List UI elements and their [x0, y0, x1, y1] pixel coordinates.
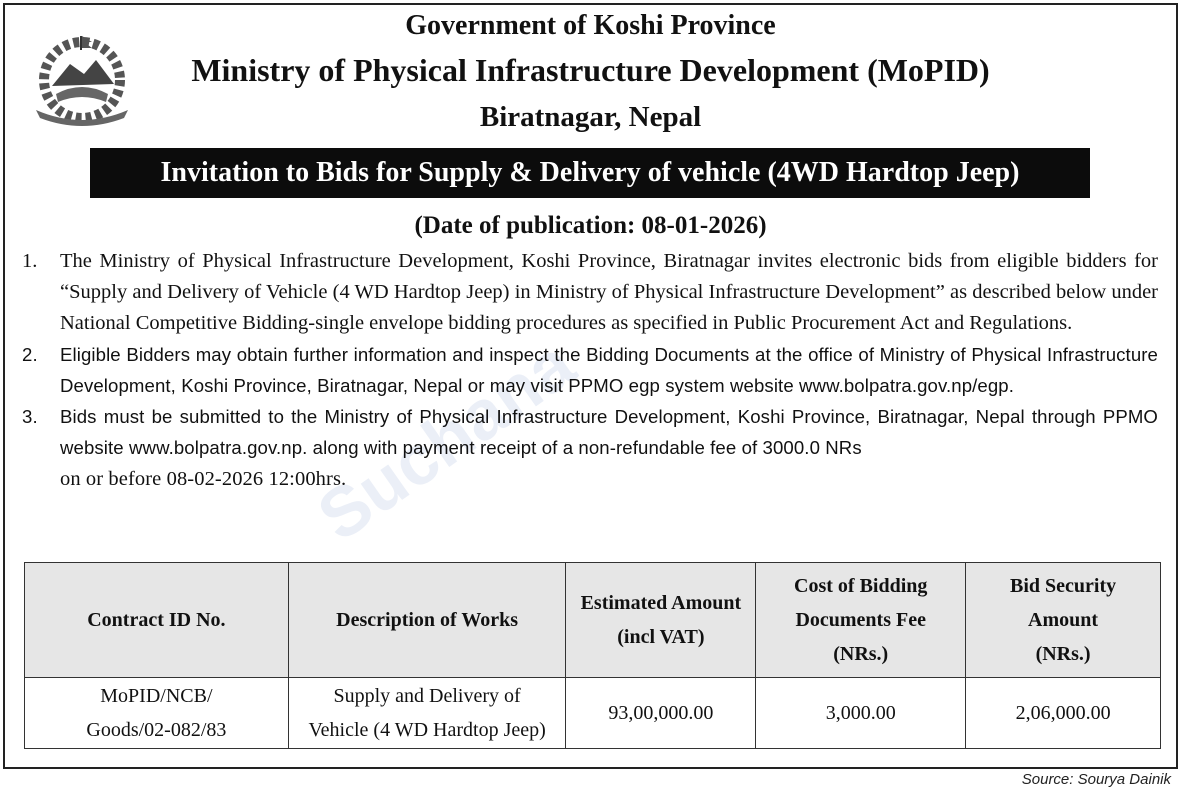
item-text: Eligible Bidders may obtain further info…	[60, 344, 1158, 396]
item-number: 1.	[22, 250, 38, 272]
cell-contract-id: MoPID/NCB/Goods/02-082/83	[24, 677, 289, 749]
bid-table: Contract ID No. Description of Works Est…	[24, 562, 1161, 749]
cell-doc-fee: 3,000.00	[755, 677, 967, 749]
cell-estimated: 93,00,000.00	[565, 677, 757, 749]
header-bid-security: Bid Security Amount (NRs.)	[965, 562, 1161, 678]
item-text-end: on or before 08-02-2026 12:00hrs.	[60, 468, 347, 490]
notice-frame	[3, 3, 1178, 769]
header-contract-id: Contract ID No.	[24, 562, 289, 678]
notice-items: 1. The Ministry of Physical Infrastructur…	[22, 246, 1158, 495]
notice-banner: Invitation to Bids for Supply & Delivery…	[90, 148, 1090, 198]
cell-bid-security: 2,06,000.00	[965, 677, 1161, 749]
header-description: Description of Works	[287, 562, 567, 678]
table-row: MoPID/NCB/Goods/02-082/83 Supply and Del…	[24, 677, 1161, 749]
item-text: The Ministry of Physical Infrastructure …	[60, 250, 1158, 334]
list-item: 1. The Ministry of Physical Infrastructur…	[22, 246, 1158, 339]
item-number: 3.	[22, 406, 38, 427]
header-doc-fee: Cost of Bidding Documents Fee (NRs.)	[755, 562, 967, 678]
list-item: 2. Eligible Bidders may obtain further in…	[22, 339, 1158, 401]
table-header-row: Contract ID No. Description of Works Est…	[24, 562, 1161, 678]
ministry-title: Ministry of Physical Infrastructure Deve…	[191, 52, 990, 88]
header-estimated: Estimated Amount (incl VAT)	[565, 562, 757, 678]
source-credit: Source: Sourya Dainik	[1021, 771, 1171, 788]
publication-date: (Date of publication: 08-01-2026)	[414, 212, 767, 239]
cell-description: Supply and Delivery of Vehicle (4 WD Hard…	[287, 677, 567, 749]
nepal-emblem-icon	[36, 36, 128, 126]
list-item: 3. Bids must be submitted to the Ministry…	[22, 401, 1158, 495]
item-text: Bids must be submitted to the Ministry o…	[60, 406, 1158, 458]
location-title: Biratnagar, Nepal	[479, 101, 702, 133]
item-number: 2.	[22, 344, 38, 365]
government-title: Government of Koshi Province	[405, 10, 776, 41]
